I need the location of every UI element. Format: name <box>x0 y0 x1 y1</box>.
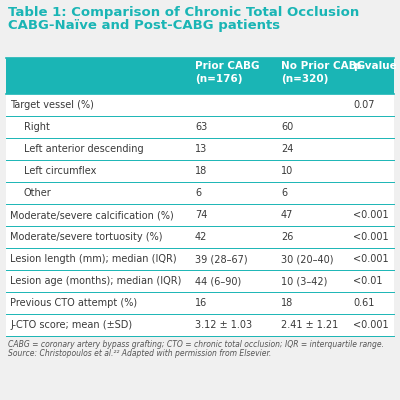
Text: 30 (20–40): 30 (20–40) <box>281 254 334 264</box>
Text: 10: 10 <box>281 166 293 176</box>
Text: 3.12 ± 1.03: 3.12 ± 1.03 <box>195 320 252 330</box>
Text: 63: 63 <box>195 122 207 132</box>
Text: CABG-Naïve and Post-CABG patients: CABG-Naïve and Post-CABG patients <box>8 19 280 32</box>
Text: Prior CABG
(n=176): Prior CABG (n=176) <box>195 61 260 84</box>
Text: 24: 24 <box>281 144 293 154</box>
Text: 42: 42 <box>195 232 207 242</box>
Text: 74: 74 <box>195 210 207 220</box>
Text: Lesion length (mm); median (IQR): Lesion length (mm); median (IQR) <box>10 254 177 264</box>
Text: 39 (28–67): 39 (28–67) <box>195 254 248 264</box>
Bar <box>6 94 394 336</box>
Text: 6: 6 <box>281 188 287 198</box>
Text: No Prior CABG
(n=320): No Prior CABG (n=320) <box>281 61 365 84</box>
Text: <0.001: <0.001 <box>353 320 389 330</box>
Text: 10 (3–42): 10 (3–42) <box>281 276 327 286</box>
Text: <0.001: <0.001 <box>353 254 389 264</box>
Text: 18: 18 <box>195 166 207 176</box>
Text: 60: 60 <box>281 122 293 132</box>
Text: 6: 6 <box>195 188 201 198</box>
Bar <box>6 58 394 94</box>
Text: Table 1: Comparison of Chronic Total Occlusion: Table 1: Comparison of Chronic Total Occ… <box>8 6 359 19</box>
Text: J-CTO score; mean (±SD): J-CTO score; mean (±SD) <box>10 320 132 330</box>
Text: 16: 16 <box>195 298 207 308</box>
Text: 0.61: 0.61 <box>353 298 374 308</box>
Text: CABG = coronary artery bypass grafting; CTO = chronic total occlusion; IQR = int: CABG = coronary artery bypass grafting; … <box>8 340 384 349</box>
Text: 13: 13 <box>195 144 207 154</box>
Text: 44 (6–90): 44 (6–90) <box>195 276 241 286</box>
Text: Source: Christopoulos et al.²² Adapted with permission from Elsevier.: Source: Christopoulos et al.²² Adapted w… <box>8 349 271 358</box>
Text: <0.001: <0.001 <box>353 232 389 242</box>
Text: Moderate/severe calcification (%): Moderate/severe calcification (%) <box>10 210 174 220</box>
Text: <0.01: <0.01 <box>353 276 382 286</box>
Text: Other: Other <box>24 188 52 198</box>
Text: Lesion age (months); median (IQR): Lesion age (months); median (IQR) <box>10 276 181 286</box>
Text: Left anterior descending: Left anterior descending <box>24 144 144 154</box>
Text: 47: 47 <box>281 210 293 220</box>
Text: 0.07: 0.07 <box>353 100 374 110</box>
Text: Previous CTO attempt (%): Previous CTO attempt (%) <box>10 298 137 308</box>
Text: Left circumflex: Left circumflex <box>24 166 96 176</box>
Text: 2.41 ± 1.21: 2.41 ± 1.21 <box>281 320 338 330</box>
Text: Right: Right <box>24 122 50 132</box>
Text: p-value: p-value <box>353 61 397 71</box>
Text: <0.001: <0.001 <box>353 210 389 220</box>
Text: Moderate/severe tortuosity (%): Moderate/severe tortuosity (%) <box>10 232 162 242</box>
Text: 26: 26 <box>281 232 293 242</box>
Text: 18: 18 <box>281 298 293 308</box>
Text: Target vessel (%): Target vessel (%) <box>10 100 94 110</box>
